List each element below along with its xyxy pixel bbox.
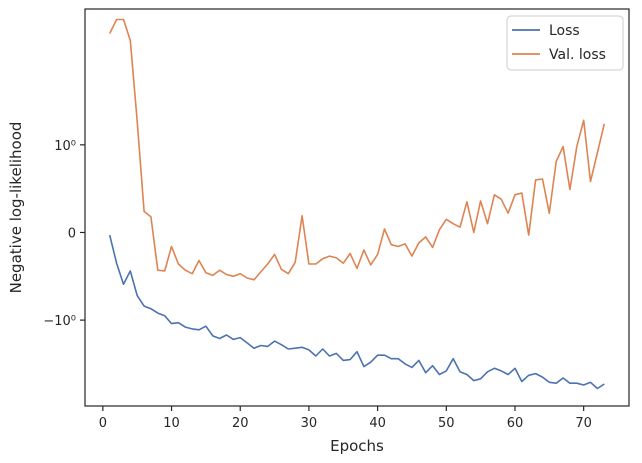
legend: Loss Val. loss bbox=[506, 15, 624, 71]
y-tick-label: −10⁰ bbox=[43, 314, 76, 329]
y-axis-label: Negative log-likelihood bbox=[7, 122, 25, 294]
series-line-2 bbox=[108, 18, 606, 281]
x-axis-label: Epochs bbox=[330, 437, 384, 455]
y-tick-label: 10⁰ bbox=[54, 139, 76, 154]
x-tick-label: 10 bbox=[163, 416, 180, 431]
legend-label-1: Loss bbox=[549, 23, 580, 39]
y-tick-label: 0 bbox=[68, 226, 76, 241]
x-tick-label: 0 bbox=[99, 416, 107, 431]
y-axis: 10⁰ 0 −10⁰ bbox=[43, 139, 85, 329]
x-axis: 0 10 20 30 40 50 60 70 bbox=[99, 406, 592, 431]
axes-frame bbox=[84, 8, 630, 407]
legend-label-2: Val. loss bbox=[549, 47, 606, 63]
x-tick-label: 20 bbox=[232, 416, 249, 431]
x-tick-label: 40 bbox=[369, 416, 386, 431]
plot-area bbox=[84, 8, 630, 407]
series-line-1 bbox=[108, 234, 605, 390]
x-tick-label: 70 bbox=[575, 416, 592, 431]
x-tick-label: 30 bbox=[301, 416, 318, 431]
x-tick-label: 50 bbox=[438, 416, 455, 431]
x-tick-label: 60 bbox=[507, 416, 524, 431]
